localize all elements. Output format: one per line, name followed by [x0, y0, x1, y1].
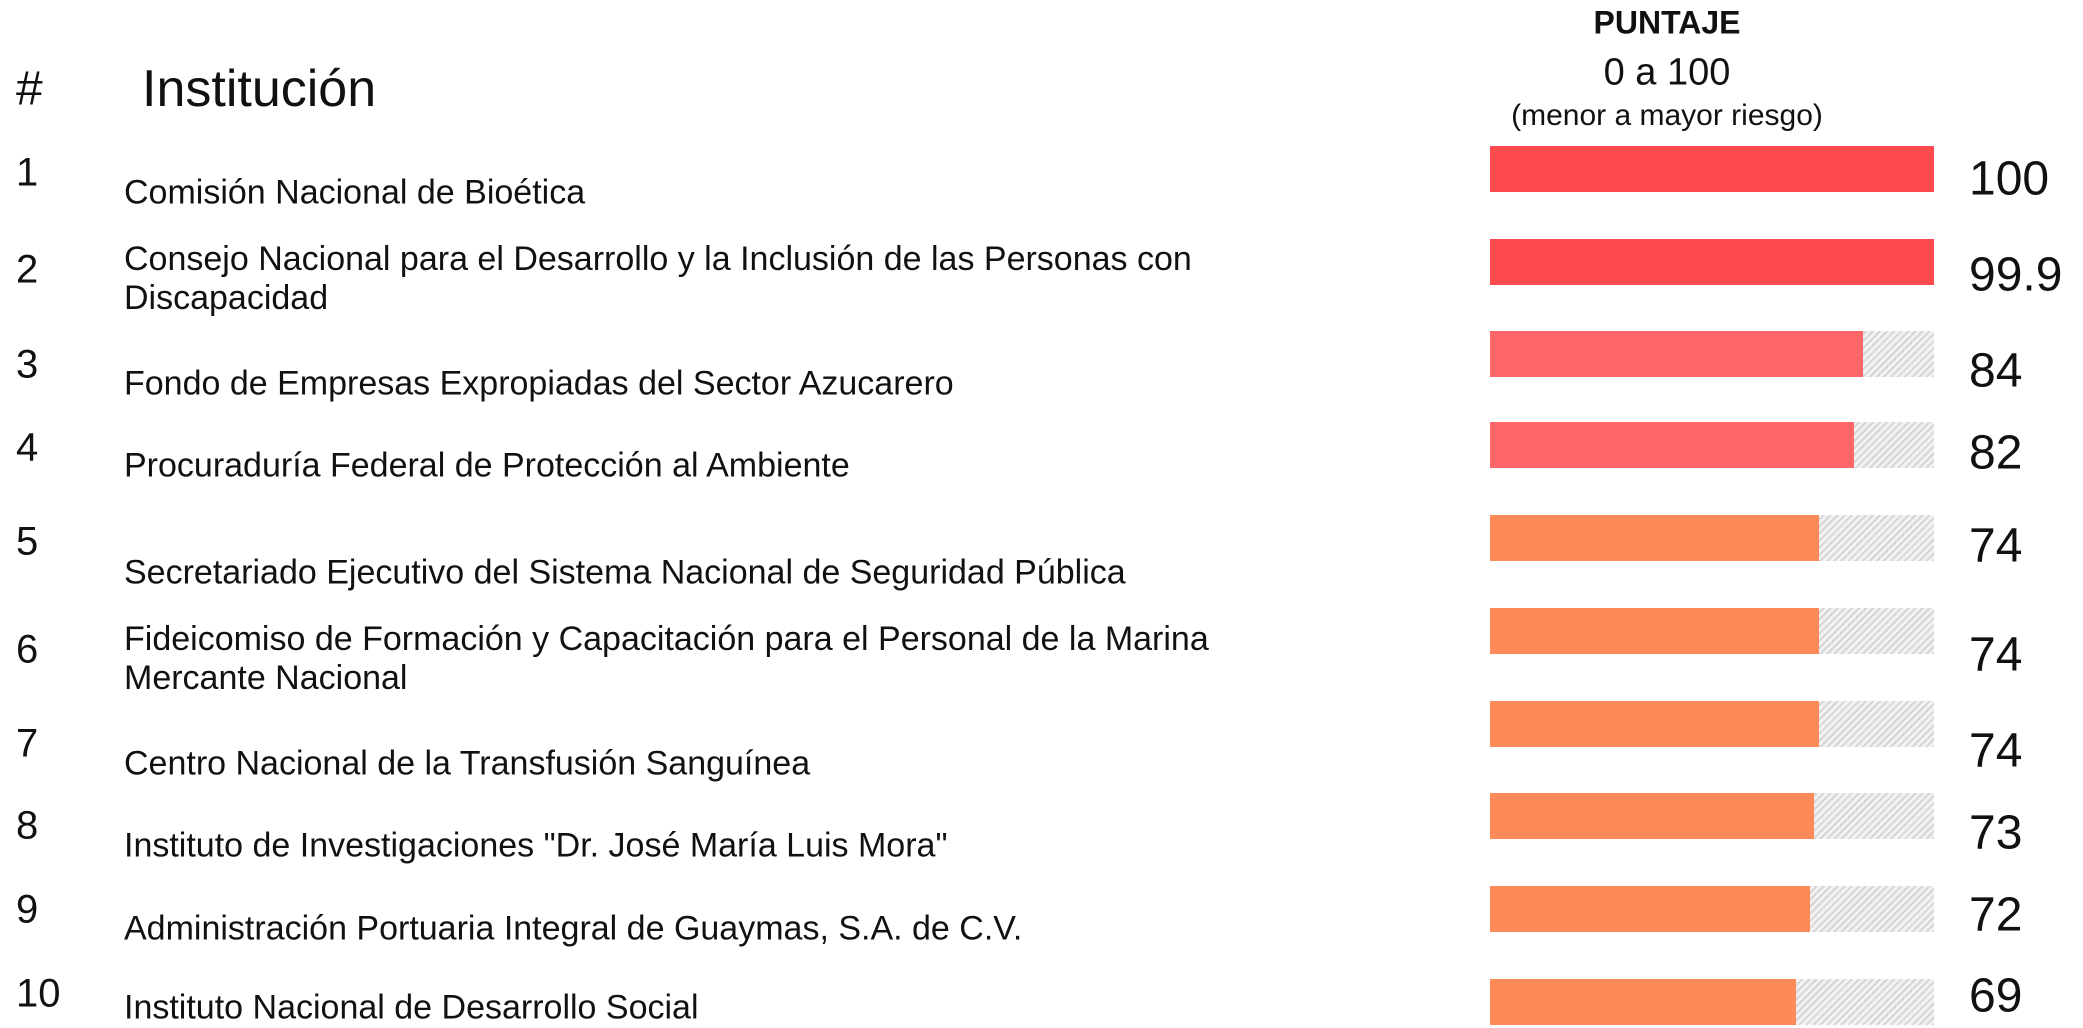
- bar: [1490, 979, 1797, 1025]
- value-label: 73: [1969, 806, 2023, 860]
- bar: [1490, 793, 1815, 839]
- bar: [1490, 239, 1934, 285]
- rank: 3: [16, 342, 39, 387]
- institution-name: Comisión Nacional de Bioética: [124, 173, 586, 212]
- institution-name: Fondo de Empresas Expropiadas del Sector…: [124, 364, 954, 403]
- rank: 8: [16, 803, 39, 848]
- value-label: 100: [1969, 152, 2050, 206]
- bar: [1490, 886, 1810, 932]
- value-label: 84: [1969, 344, 2023, 398]
- value-label: 82: [1969, 426, 2023, 480]
- rank: 4: [16, 425, 39, 470]
- rank: 2: [16, 247, 39, 292]
- institution-name: Consejo Nacional para el Desarrollo y la…: [124, 239, 1192, 317]
- value-label: 74: [1969, 519, 2023, 573]
- rank: 1: [16, 150, 39, 195]
- rank: 5: [16, 519, 39, 564]
- value-label: 99.9: [1969, 248, 2063, 302]
- institution-name: Administración Portuaria Integral de Gua…: [124, 909, 1023, 948]
- bar: [1490, 331, 1863, 377]
- rank-header: #: [16, 62, 43, 116]
- institution-name: Instituto Nacional de Desarrollo Social: [124, 988, 699, 1027]
- rank: 6: [16, 627, 39, 672]
- bar: [1490, 608, 1819, 654]
- bar: [1490, 701, 1819, 747]
- bar: [1490, 146, 1934, 192]
- score-note: (menor a mayor riesgo): [1511, 99, 1823, 132]
- value-label: 74: [1969, 628, 2023, 682]
- bar: [1490, 422, 1855, 468]
- institution-name: Secretariado Ejecutivo del Sistema Nacio…: [124, 553, 1126, 592]
- institution-name: Centro Nacional de la Transfusión Sanguí…: [124, 744, 811, 783]
- rank: 9: [16, 887, 39, 932]
- rank: 10: [16, 971, 61, 1016]
- institution-name: Procuraduría Federal de Protección al Am…: [124, 446, 850, 485]
- bar: [1490, 515, 1819, 561]
- value-label: 74: [1969, 724, 2023, 778]
- value-label: 72: [1969, 888, 2023, 942]
- rank: 7: [16, 721, 39, 766]
- value-label: 69: [1969, 969, 2023, 1023]
- score-title: PUNTAJE: [1593, 4, 1741, 41]
- score-range: 0 a 100: [1603, 51, 1731, 94]
- name-header: Institución: [142, 60, 377, 118]
- institution-name: Fideicomiso de Formación y Capacitación …: [124, 619, 1209, 697]
- institution-name: Instituto de Investigaciones "Dr. José M…: [124, 826, 948, 865]
